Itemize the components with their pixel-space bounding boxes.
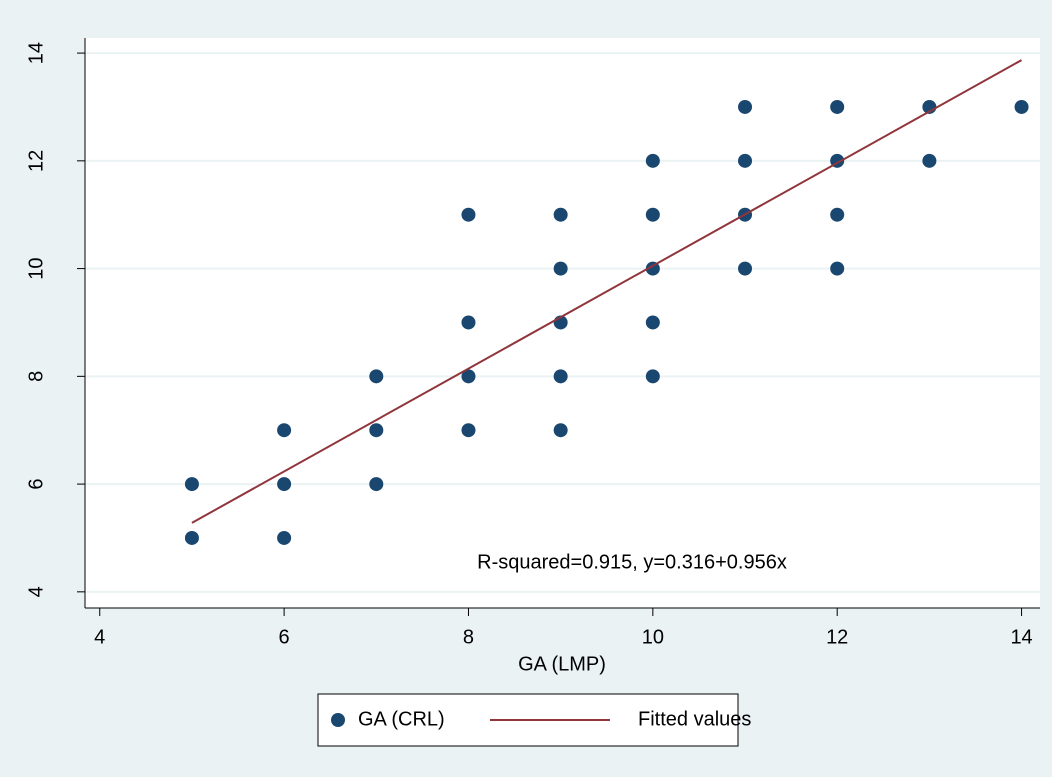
point [645,261,660,276]
point [645,369,660,384]
y-tick-label: 8 [25,371,47,382]
x-tick-label: 6 [279,626,290,648]
point [461,207,476,222]
point [645,207,660,222]
point [922,153,937,168]
x-tick-label: 14 [1010,626,1032,648]
point [553,261,568,276]
y-tick-label: 10 [25,257,47,279]
point [369,369,384,384]
point [369,423,384,438]
legend: GA (CRL) Fitted values [331,708,751,730]
point [738,153,753,168]
x-tick-label: 8 [463,626,474,648]
x-tick-label: 4 [94,626,105,648]
point [184,477,199,492]
fitted-line [191,59,1023,524]
y-tick-label: 12 [25,150,47,172]
point [738,99,753,114]
point [461,369,476,384]
annotation: R-squared=0.915, y=0.316+0.956x [477,551,787,573]
point [1014,99,1029,114]
point [645,153,660,168]
point [553,423,568,438]
point [553,369,568,384]
point [830,99,845,114]
x-tick-label: 12 [826,626,848,648]
point [277,423,292,438]
point [369,477,384,492]
marks [184,59,1029,545]
y-tick-label: 6 [25,479,47,490]
point [461,423,476,438]
point [553,207,568,222]
legend-swatch [331,713,345,727]
legend-label: GA (CRL) [358,708,445,730]
point [184,530,199,545]
point [830,261,845,276]
point [461,315,476,330]
legend-label: Fitted values [638,708,751,730]
ticks: 4 6 8 10 12 14 4 6 8 10 12 14 [25,42,1032,648]
x-tick-label: 10 [642,626,664,648]
point [277,477,292,492]
point [830,207,845,222]
point [645,315,660,330]
x-axis-title: GA (LMP) [518,653,606,675]
point [738,261,753,276]
y-tick-label: 14 [25,42,47,64]
point [277,530,292,545]
y-tick-label: 4 [25,586,47,597]
